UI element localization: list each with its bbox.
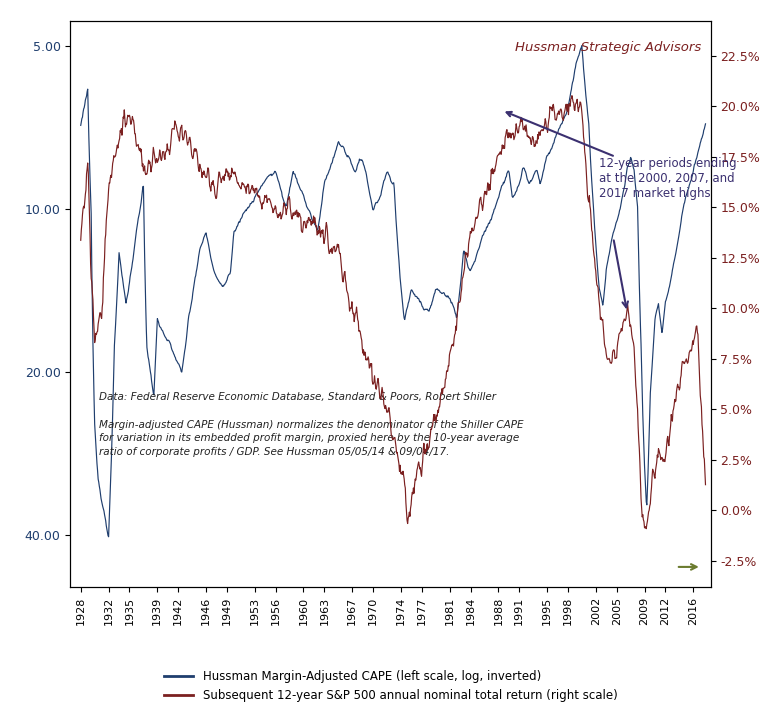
- Legend: Hussman Margin-Adjusted CAPE (left scale, log, inverted), Subsequent 12-year S&P: Hussman Margin-Adjusted CAPE (left scale…: [159, 665, 622, 707]
- Text: Data: Federal Reserve Economic Database, Standard & Poors, Robert Shiller: Data: Federal Reserve Economic Database,…: [99, 392, 496, 402]
- Text: Hussman Strategic Advisors: Hussman Strategic Advisors: [515, 42, 701, 54]
- Text: Margin-adjusted CAPE (Hussman) normalizes the denominator of the Shiller CAPE
fo: Margin-adjusted CAPE (Hussman) normalize…: [99, 420, 523, 457]
- Text: 12-year periods ending
at the 2000, 2007, and
2017 market highs: 12-year periods ending at the 2000, 2007…: [507, 112, 737, 200]
